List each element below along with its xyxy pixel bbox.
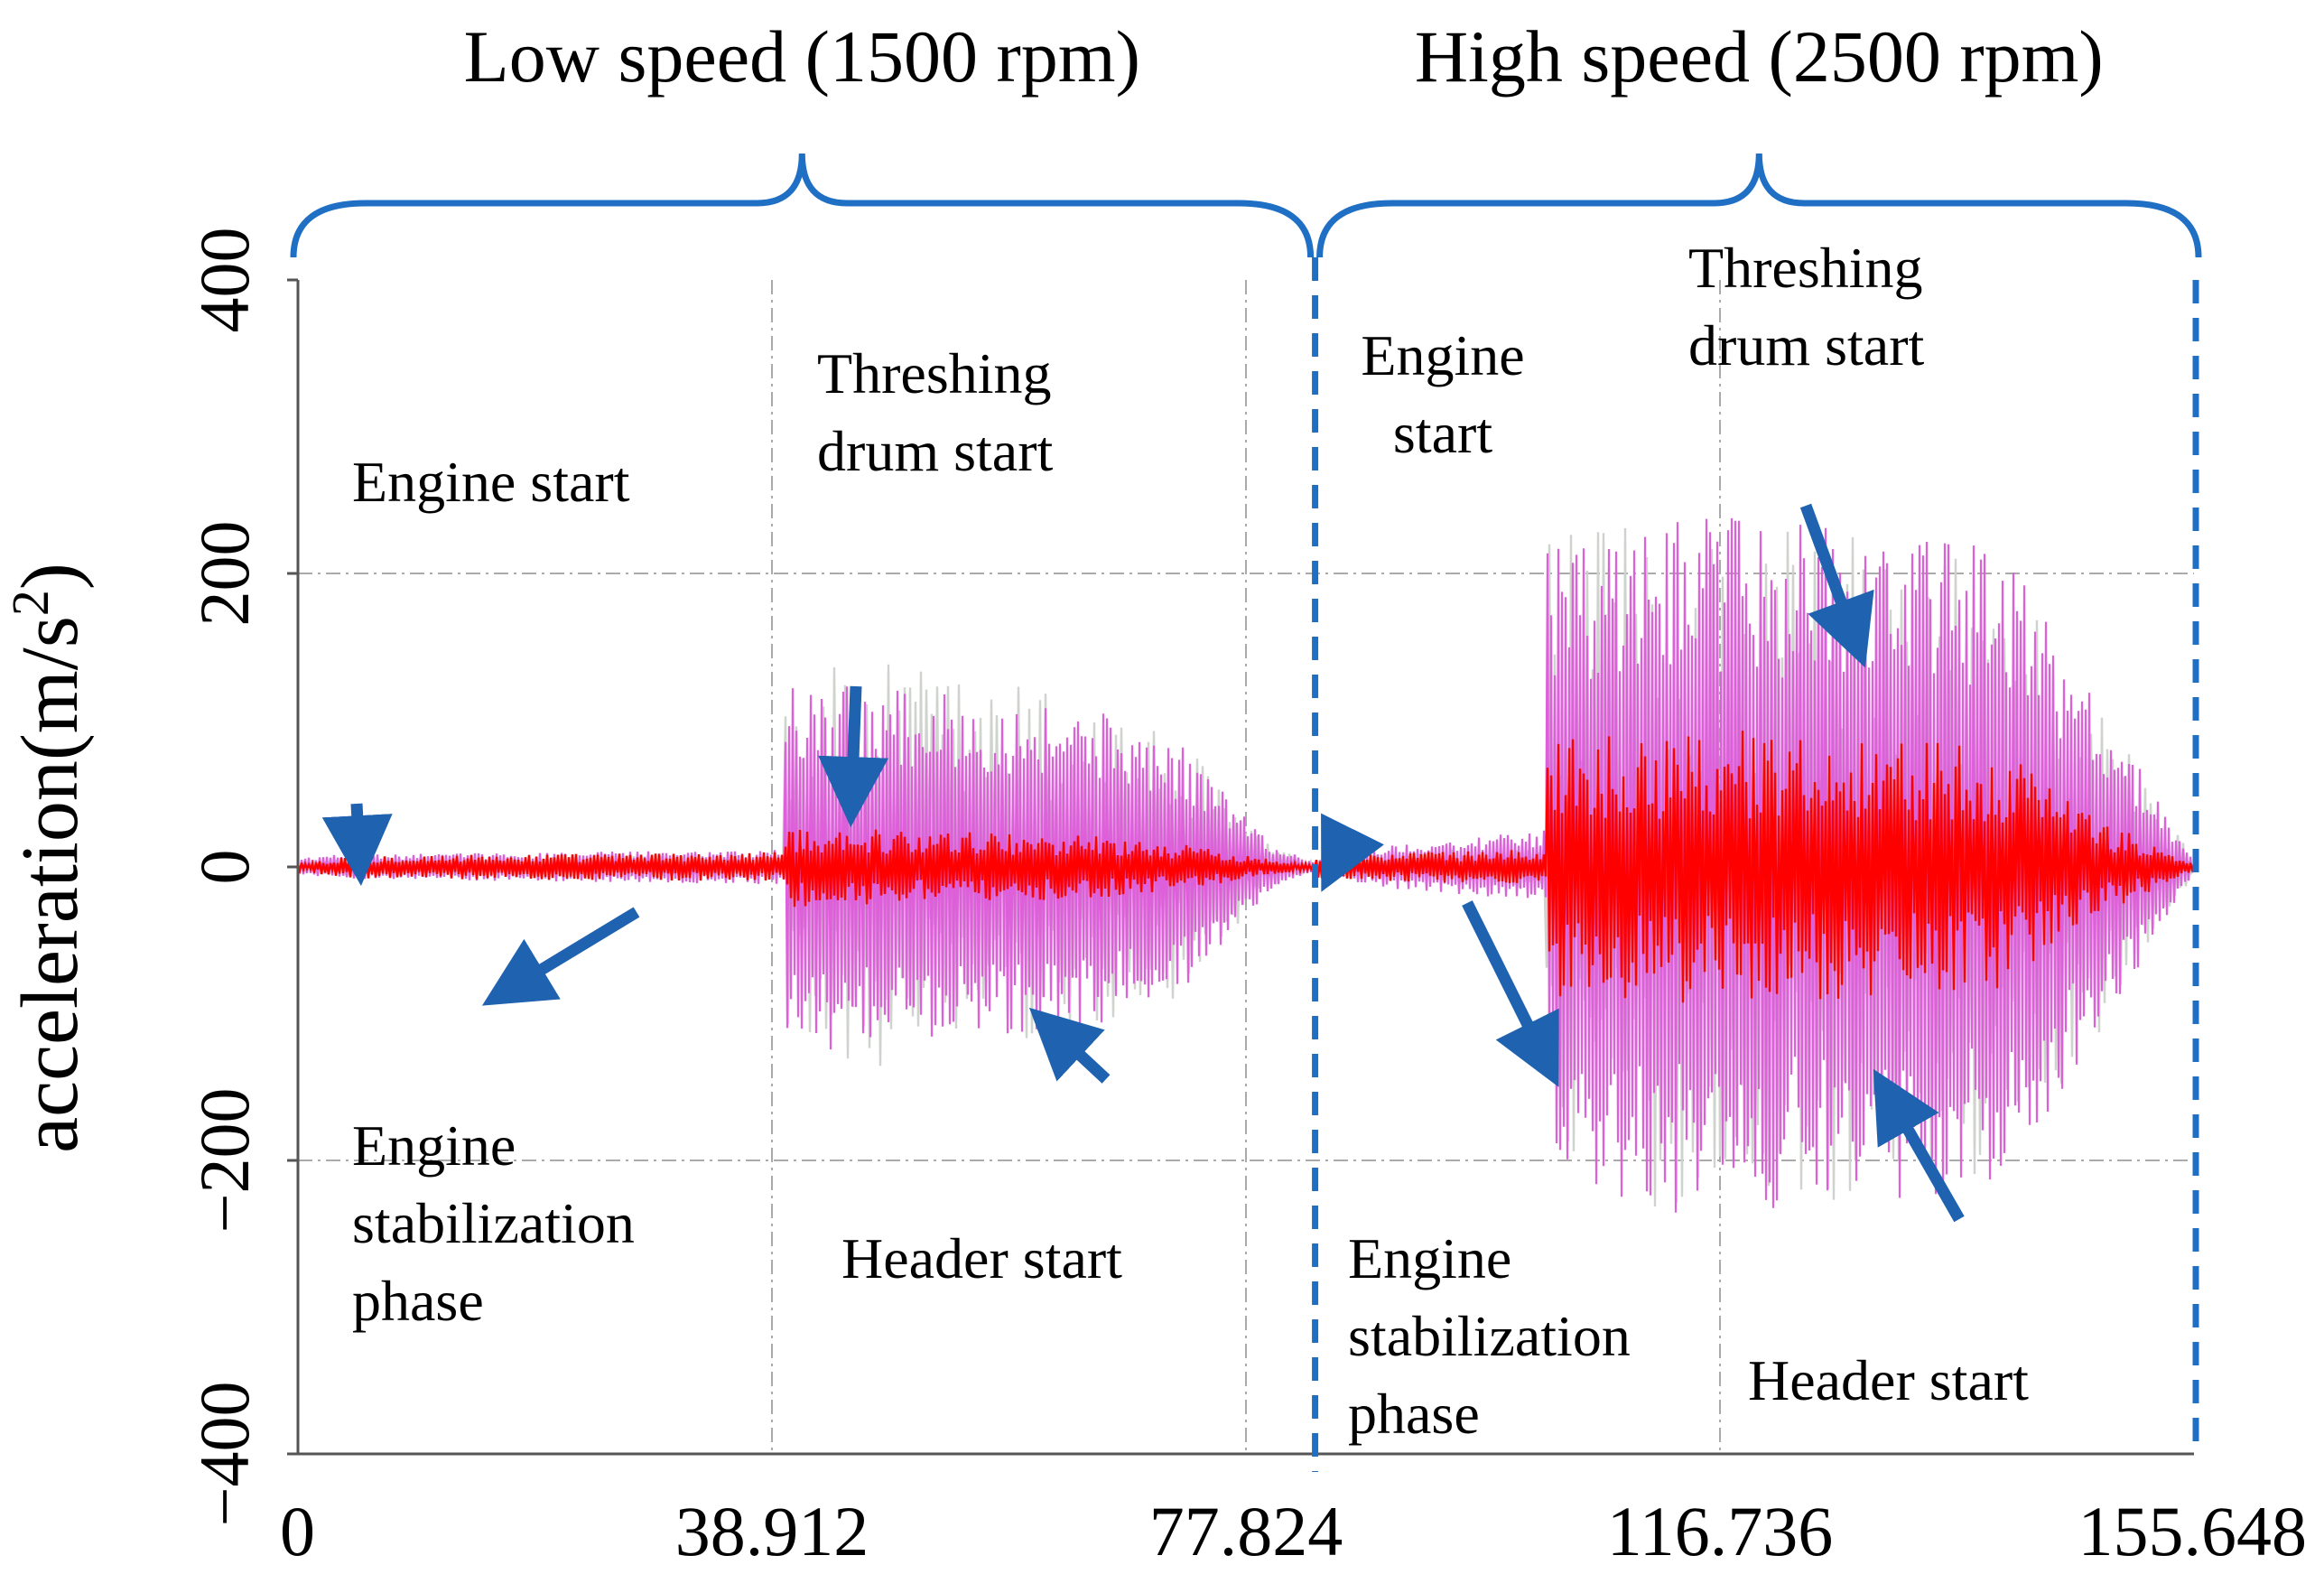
annotation-label: Threshing drum start bbox=[817, 341, 1054, 483]
y-axis-label: acceleration(m/s2) bbox=[1, 563, 96, 1153]
annotation-label: Engine stabilization phase bbox=[1348, 1226, 1631, 1446]
low-speed-brace bbox=[290, 153, 1315, 258]
y-tick-label: −200 bbox=[185, 1088, 264, 1234]
annotation-arrow bbox=[1321, 813, 1384, 892]
annotation-arrow bbox=[1799, 503, 1874, 668]
annotation-arrow bbox=[1462, 900, 1559, 1087]
annotation-label: Engine start bbox=[352, 450, 630, 514]
red-trace bbox=[296, 731, 2196, 1003]
x-tick-label: 38.912 bbox=[675, 1492, 869, 1570]
y-tick-label: 400 bbox=[185, 228, 264, 333]
annotation-label: Threshing drum start bbox=[1688, 236, 1925, 377]
annotation-arrow bbox=[818, 685, 889, 828]
y-tick-label: −400 bbox=[185, 1382, 264, 1527]
annotation-arrow bbox=[321, 803, 393, 887]
annotation-arrow bbox=[481, 907, 640, 1006]
tick-labels: 0 38.912 77.824 116.736 155.648 −400 −200 0 200 4… bbox=[185, 228, 2307, 1571]
annotation-label: Header start bbox=[841, 1226, 1122, 1290]
y-tick-label: 0 bbox=[185, 850, 264, 885]
annotations: Engine start Engine stabilization phase Thre… bbox=[321, 236, 2029, 1446]
x-tick-label: 0 bbox=[280, 1492, 315, 1570]
high-speed-brace bbox=[1316, 153, 2202, 258]
axes bbox=[287, 278, 2194, 1456]
annotation-arrow bbox=[1028, 1007, 1111, 1084]
y-tick-label: 200 bbox=[185, 521, 264, 627]
speed-sections: Low speed (1500 rpm) High speed (2500 rpm… bbox=[290, 15, 2202, 1472]
annotation-arrow bbox=[1873, 1068, 1965, 1223]
annotation-label: Header start bbox=[1748, 1348, 2029, 1412]
annotation-label: Engine stabilization phase bbox=[352, 1113, 635, 1333]
x-tick-label: 116.736 bbox=[1607, 1492, 1834, 1570]
x-tick-label: 155.648 bbox=[2078, 1492, 2308, 1570]
low-speed-title: Low speed (1500 rpm) bbox=[464, 15, 1140, 98]
grid-lines bbox=[298, 280, 2194, 1454]
x-tick-label: 77.824 bbox=[1149, 1492, 1343, 1570]
annotation-label: Engine start bbox=[1361, 323, 1524, 465]
high-speed-title: High speed (2500 rpm) bbox=[1415, 15, 2104, 98]
